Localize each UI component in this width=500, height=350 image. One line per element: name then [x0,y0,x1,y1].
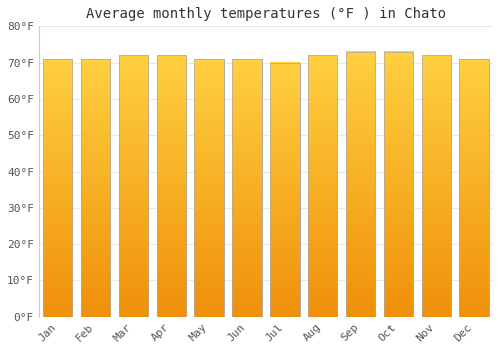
Bar [384,52,413,317]
Bar [422,55,451,317]
Bar [270,63,300,317]
Bar [232,59,262,317]
Bar [81,59,110,317]
Bar [156,55,186,317]
Bar [346,52,376,317]
Bar [270,63,300,317]
Bar [346,52,376,317]
Bar [308,55,338,317]
Bar [118,55,148,317]
Bar [43,59,72,317]
Bar [308,55,338,317]
Bar [194,59,224,317]
Bar [81,59,110,317]
Bar [422,55,451,317]
Bar [460,59,489,317]
Bar [384,52,413,317]
Bar [194,59,224,317]
Bar [460,59,489,317]
Title: Average monthly temperatures (°F ) in Chato: Average monthly temperatures (°F ) in Ch… [86,7,446,21]
Bar [232,59,262,317]
Bar [118,55,148,317]
Bar [156,55,186,317]
Bar [43,59,72,317]
